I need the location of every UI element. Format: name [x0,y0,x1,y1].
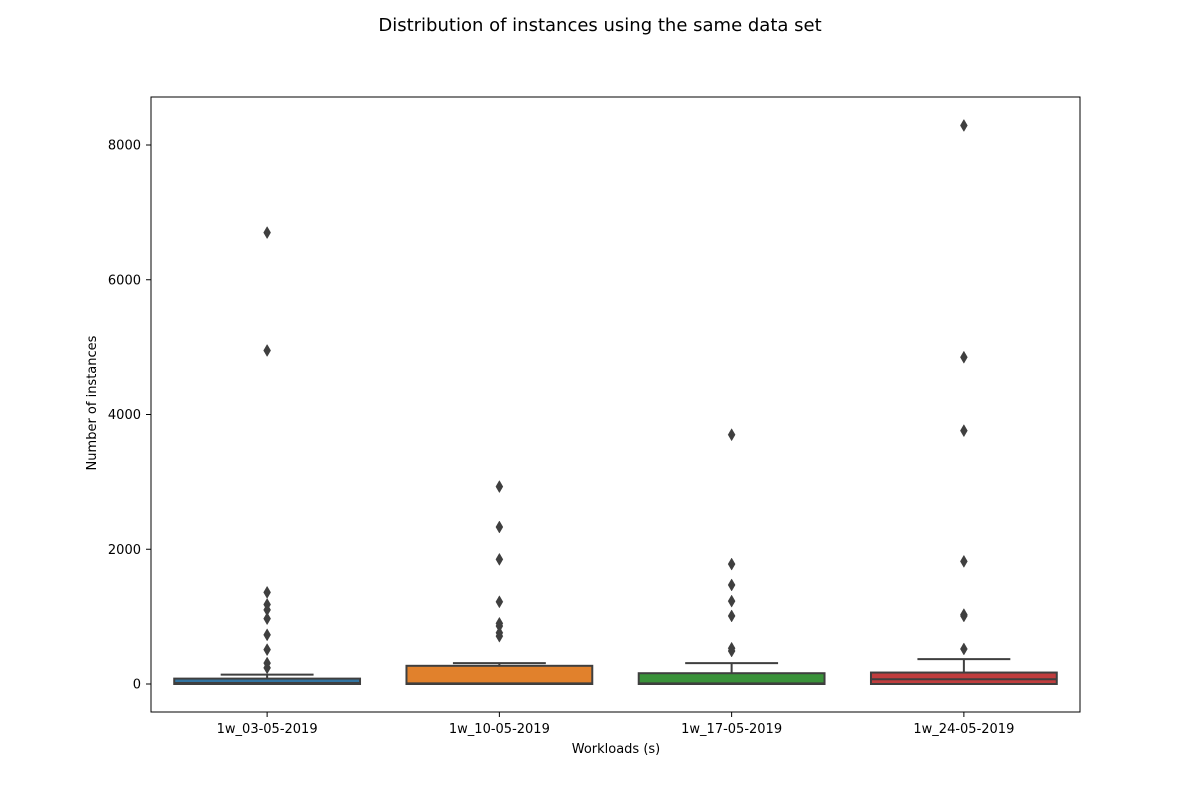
outlier-point [727,557,736,571]
outlier-point [263,226,271,240]
x-tick-label: 1w_17-05-2019 [681,722,782,737]
x-tick-label: 1w_24-05-2019 [913,722,1014,737]
x-axis-label: Workloads (s) [572,742,661,757]
chart-title: Distribution of instances using the same… [378,15,821,36]
outlier-point [263,612,271,626]
y-tick-label: 4000 [108,408,141,423]
outlier-point [495,552,504,566]
outlier-point [960,554,968,568]
x-tick-label: 1w_03-05-2019 [217,722,318,737]
outlier-point [495,629,504,643]
outlier-point [727,578,736,592]
outlier-point [960,118,968,132]
outlier-point [263,343,271,357]
outlier-point [960,609,968,623]
outlier-point [727,594,736,608]
outlier-point [960,424,968,438]
y-tick-label: 2000 [108,543,141,558]
box-iqr [869,671,1058,686]
outlier-point [960,642,968,656]
y-tick-label: 6000 [108,273,141,288]
outlier-point [727,644,736,658]
box-iqr [173,677,362,685]
y-tick-label: 0 [133,678,141,693]
x-tick-label: 1w_10-05-2019 [449,722,550,737]
axes-frame [150,96,1081,713]
outlier-point [727,428,736,442]
box-iqr [405,664,594,686]
outlier-point [495,520,504,534]
outlier-point [495,595,504,609]
outlier-point [495,480,504,494]
y-axis-label: Number of instances [85,335,100,470]
outlier-point [263,628,271,642]
plot-area: 0 2000 4000 6000 8000 1w_03-05-2019 1w_10-05-2… [108,118,1058,737]
outlier-point [263,643,271,657]
outlier-point [263,661,271,675]
outlier-point [263,585,271,599]
y-tick-label: 8000 [108,139,141,154]
outlier-point [727,609,736,623]
outlier-point [960,350,968,364]
